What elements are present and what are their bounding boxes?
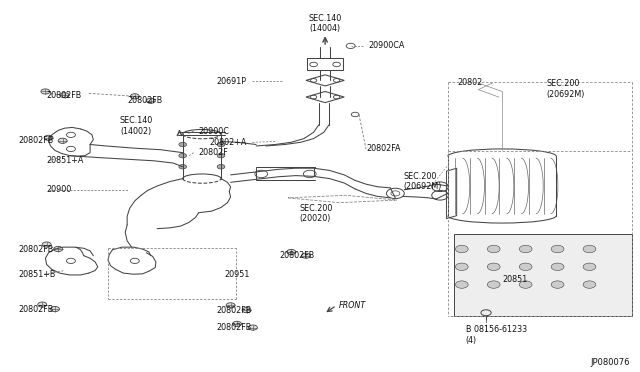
Text: 20802FB: 20802FB <box>19 305 54 314</box>
Circle shape <box>131 94 140 99</box>
Text: 20951: 20951 <box>224 270 250 279</box>
Circle shape <box>179 153 186 158</box>
Circle shape <box>217 153 225 158</box>
Text: SEC.140
(14002): SEC.140 (14002) <box>120 116 153 136</box>
Circle shape <box>232 321 241 327</box>
Text: B 08156-61233
(4): B 08156-61233 (4) <box>466 325 527 345</box>
Text: JP080076: JP080076 <box>590 357 630 366</box>
Circle shape <box>51 307 60 312</box>
Circle shape <box>551 245 564 253</box>
Circle shape <box>583 281 596 288</box>
Circle shape <box>551 281 564 288</box>
Circle shape <box>38 302 47 307</box>
Text: 20851+A: 20851+A <box>47 156 84 165</box>
Text: SEC.140
(14004): SEC.140 (14004) <box>308 14 342 33</box>
Circle shape <box>456 245 468 253</box>
Text: 20802F: 20802F <box>198 148 228 157</box>
Text: FRONT: FRONT <box>339 301 367 310</box>
Text: SEC.200
(20692M): SEC.200 (20692M) <box>403 172 442 191</box>
Text: 20802FA: 20802FA <box>366 144 401 153</box>
Circle shape <box>54 246 63 251</box>
Circle shape <box>226 303 235 308</box>
Circle shape <box>179 164 186 169</box>
Text: 20802FB: 20802FB <box>216 306 252 315</box>
Circle shape <box>60 93 69 98</box>
Circle shape <box>456 281 468 288</box>
Circle shape <box>583 245 596 253</box>
Text: SEC.200
(20692M): SEC.200 (20692M) <box>547 79 585 99</box>
Circle shape <box>301 253 310 258</box>
Circle shape <box>487 281 500 288</box>
Circle shape <box>551 263 564 270</box>
Circle shape <box>456 263 468 270</box>
Text: SEC.200
(20020): SEC.200 (20020) <box>300 204 333 224</box>
Circle shape <box>487 245 500 253</box>
Text: 20802: 20802 <box>458 78 483 87</box>
Text: 20802FB: 20802FB <box>19 136 54 145</box>
Text: 20900C: 20900C <box>198 126 230 136</box>
Text: 20851+B: 20851+B <box>19 270 56 279</box>
Circle shape <box>487 263 500 270</box>
Circle shape <box>41 89 50 94</box>
Circle shape <box>519 245 532 253</box>
Circle shape <box>519 263 532 270</box>
Text: 20802+A: 20802+A <box>209 138 246 147</box>
Polygon shape <box>454 234 632 317</box>
Text: 20900: 20900 <box>47 185 72 194</box>
Text: 20802FB: 20802FB <box>216 323 252 332</box>
Circle shape <box>179 142 186 147</box>
Circle shape <box>58 138 67 143</box>
Circle shape <box>217 142 225 147</box>
Circle shape <box>42 242 51 247</box>
Circle shape <box>217 164 225 169</box>
Text: 20851: 20851 <box>502 275 527 284</box>
Text: 20802FB: 20802FB <box>19 244 54 253</box>
Circle shape <box>248 325 257 330</box>
Circle shape <box>147 98 156 103</box>
Text: 20802FB: 20802FB <box>127 96 163 105</box>
Text: 20691P: 20691P <box>216 77 246 86</box>
Circle shape <box>519 281 532 288</box>
Text: 20802FB: 20802FB <box>280 251 315 260</box>
Text: 20802FB: 20802FB <box>47 91 82 100</box>
Circle shape <box>287 249 296 254</box>
Circle shape <box>583 263 596 270</box>
Text: 20900CA: 20900CA <box>368 41 404 51</box>
Circle shape <box>44 135 53 140</box>
Circle shape <box>242 308 251 313</box>
